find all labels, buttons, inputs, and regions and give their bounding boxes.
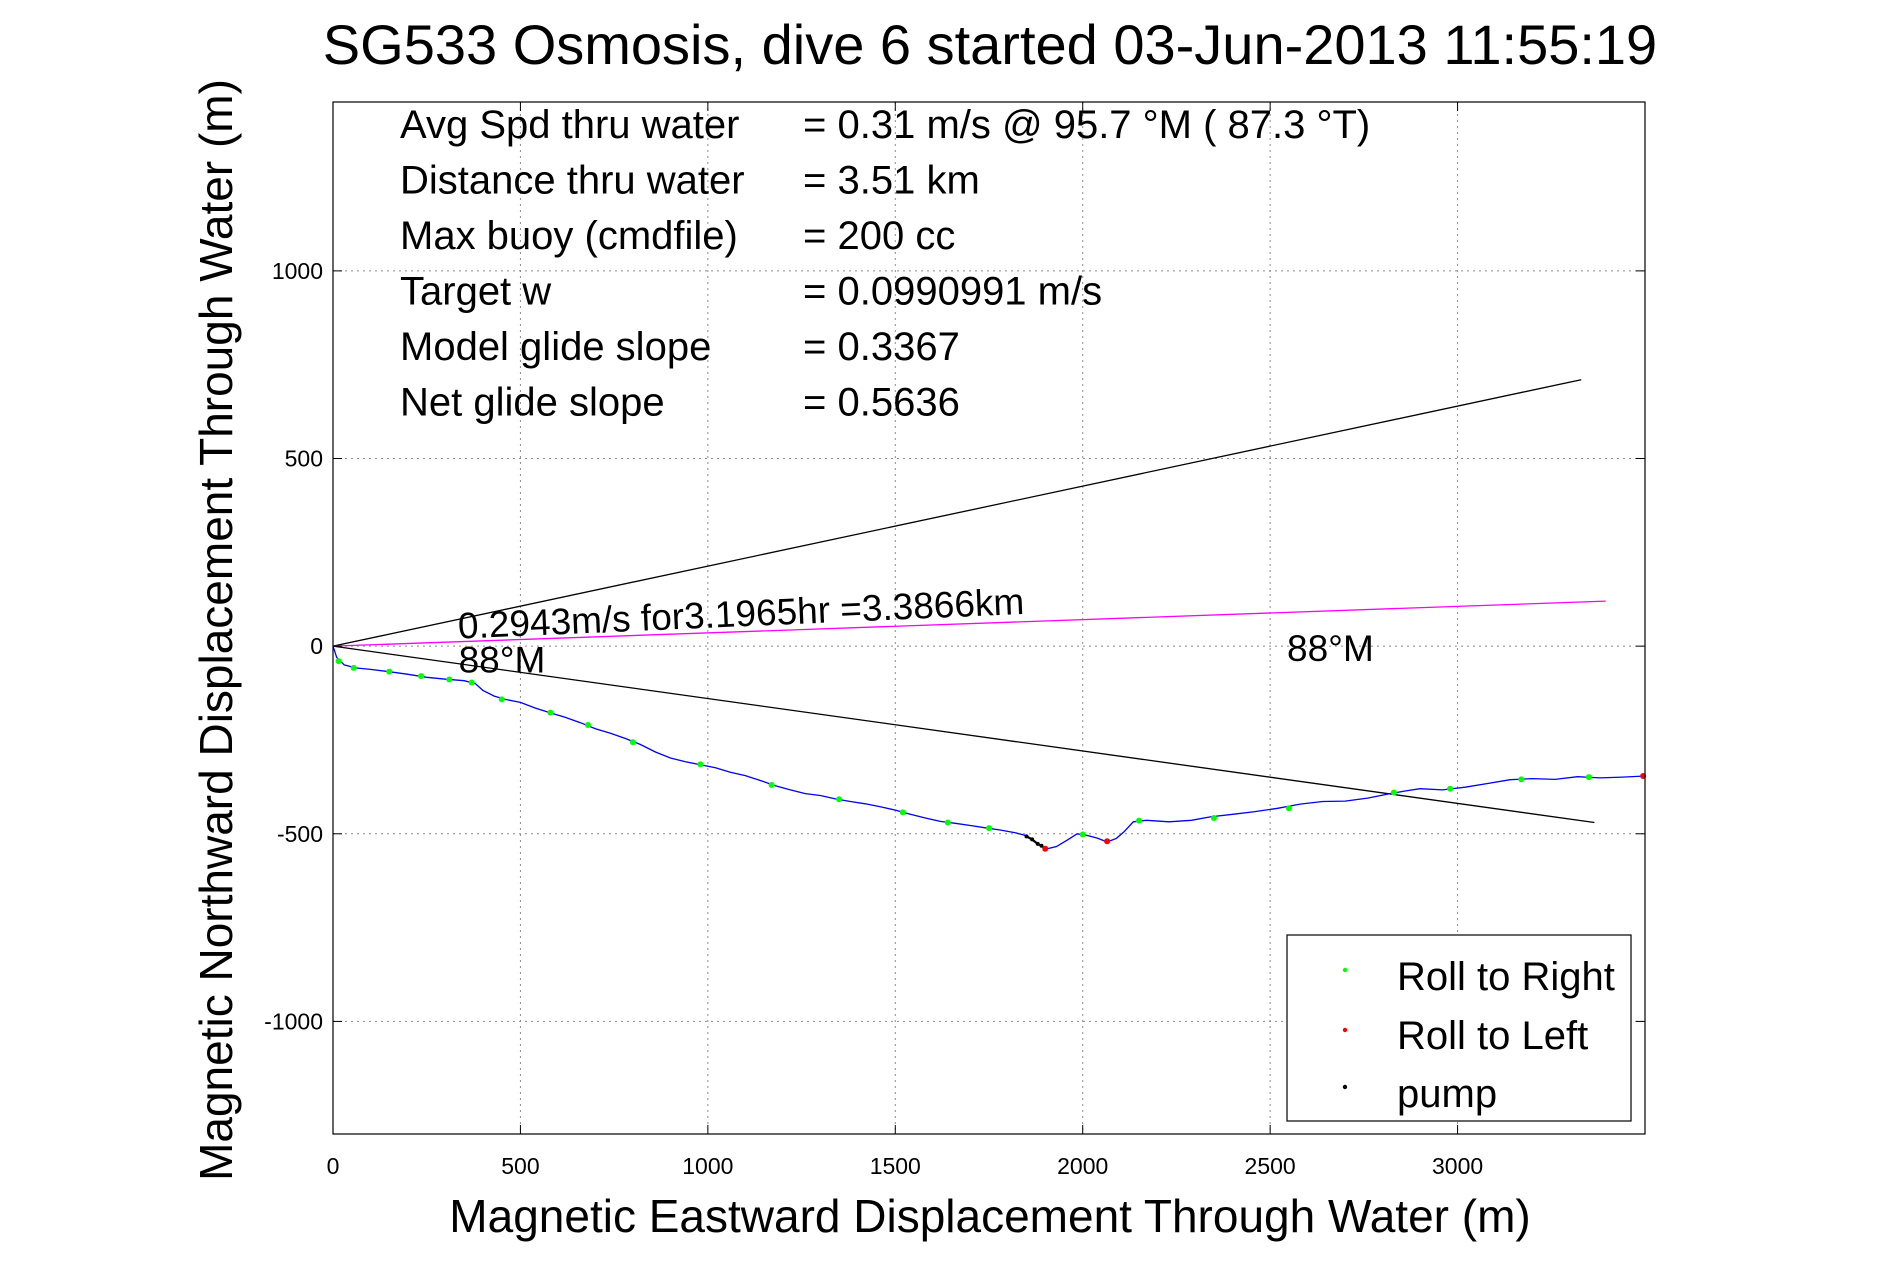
stat-value: = 0.3367 xyxy=(803,325,960,369)
series xyxy=(332,645,1647,852)
roll-right-point xyxy=(1518,776,1525,783)
roll-left-point xyxy=(1042,845,1049,852)
stat-label: Max buoy (cmdfile) xyxy=(400,214,738,258)
y-tick-label: -1000 xyxy=(264,1008,323,1034)
series-track-line xyxy=(332,645,1646,850)
reference-lines xyxy=(332,379,1606,824)
chart-title: SG533 Osmosis, dive 6 started 03-Jun-201… xyxy=(323,13,1657,76)
legend-label-pump: pump xyxy=(1397,1072,1497,1116)
x-tick-label: 1000 xyxy=(682,1153,733,1179)
roll-right-point xyxy=(468,679,475,686)
stats-block: Avg Spd thru water = 0.31 m/s @ 95.7 °M (… xyxy=(400,103,1370,425)
y-tick-label: -500 xyxy=(277,821,323,847)
x-tick-label: 500 xyxy=(501,1153,539,1179)
roll-right-point xyxy=(584,721,591,728)
roll-right-point xyxy=(418,673,425,680)
series-pump-line xyxy=(1025,835,1042,847)
x-tick-label: 3000 xyxy=(1432,1153,1483,1179)
roll-right-point xyxy=(1079,831,1086,838)
roll-right-point xyxy=(986,825,992,832)
roll-right-point xyxy=(944,819,951,826)
stat-label: Target w xyxy=(400,270,551,314)
x-axis-label: Magnetic Eastward Displacement Through W… xyxy=(449,1190,1530,1242)
y-tick-label: 1000 xyxy=(272,258,323,284)
roll-right-point xyxy=(547,709,554,716)
roll-right-point xyxy=(836,796,843,803)
x-tick-label: 2500 xyxy=(1245,1153,1296,1179)
roll-right-point xyxy=(386,668,393,675)
legend-marker-roll-right xyxy=(1342,967,1348,973)
legend: Roll to Right Roll to Left pump xyxy=(1286,934,1632,1122)
legend-label-roll-left: Roll to Left xyxy=(1397,1014,1588,1058)
stat-value: = 0.0990991 m/s xyxy=(803,270,1102,314)
roll-right-point xyxy=(697,761,704,768)
roll-right-point xyxy=(899,809,906,816)
roll-right-point xyxy=(498,696,505,703)
annotation-text: 88°M xyxy=(1287,628,1374,669)
x-tick-label: 2000 xyxy=(1057,1153,1108,1179)
legend-marker-roll-left xyxy=(1342,1027,1348,1033)
x-tick-label: 1500 xyxy=(870,1153,921,1179)
pump-point xyxy=(1030,837,1035,842)
pump-point xyxy=(1024,834,1029,839)
reference-line xyxy=(332,645,1595,824)
stat-value: = 0.5636 xyxy=(803,381,960,425)
legend-marker-pump xyxy=(1342,1084,1348,1090)
x-ticks: 0 500 1000 1500 2000 2500 3000 xyxy=(327,102,1483,1179)
roll-right-point xyxy=(1390,789,1397,796)
x-tick-label: 0 xyxy=(327,1153,340,1179)
y-ticks: -1000 -500 0 500 1000 xyxy=(264,258,1645,1034)
y-tick-label: 500 xyxy=(285,446,323,472)
roll-right-point xyxy=(629,739,636,746)
stat-value: = 200 cc xyxy=(803,214,955,258)
stat-value: = 0.31 m/s @ 95.7 °M ( 87.3 °T) xyxy=(803,103,1370,147)
roll-right-point xyxy=(1585,774,1592,781)
stat-label: Distance thru water xyxy=(400,159,745,203)
stat-label: Model glide slope xyxy=(400,325,711,369)
legend-label-roll-right: Roll to Right xyxy=(1397,955,1615,999)
roll-left-point xyxy=(1104,838,1111,845)
grid xyxy=(333,102,1645,1134)
roll-right-point xyxy=(335,658,342,665)
stat-label: Net glide slope xyxy=(400,381,665,425)
roll-right-point xyxy=(1447,785,1454,792)
roll-right-point xyxy=(350,664,357,671)
roll-right-point xyxy=(446,676,453,683)
reference-line xyxy=(332,379,1582,647)
roll-right-point xyxy=(1135,817,1142,824)
roll-right-point xyxy=(1210,815,1217,822)
annotation-text: 88°M xyxy=(459,639,546,680)
roll-right-point xyxy=(768,781,775,788)
y-tick-label: 0 xyxy=(310,633,323,659)
pump-point xyxy=(1039,843,1044,848)
pump-point xyxy=(1035,841,1040,846)
stat-label: Avg Spd thru water xyxy=(400,103,739,147)
stat-value: = 3.51 km xyxy=(803,159,980,203)
plot-frame xyxy=(332,101,1646,1135)
reference-line xyxy=(332,600,1606,647)
roll-right-point xyxy=(1285,805,1292,812)
y-axis-label: Magnetic Northward Displacement Through … xyxy=(190,79,242,1181)
